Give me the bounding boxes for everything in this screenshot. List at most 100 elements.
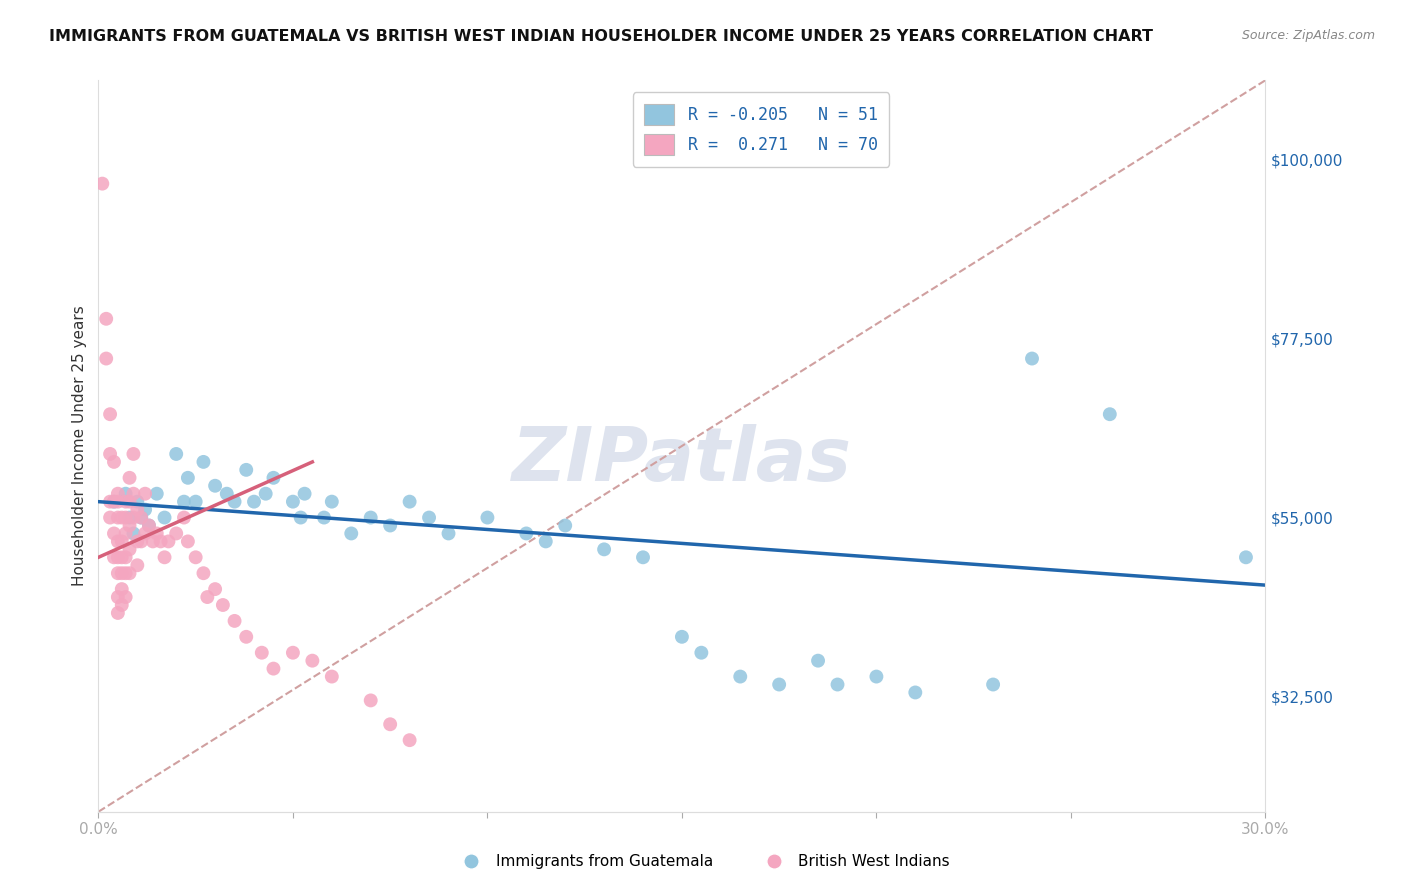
Point [127, 502, 149, 516]
Point [114, 526, 136, 541]
Point [111, 598, 134, 612]
Point [235, 463, 257, 477]
Point [118, 566, 141, 581]
Point [165, 526, 187, 541]
Point [380, 518, 402, 533]
Point [173, 510, 195, 524]
Point [107, 606, 129, 620]
Point [157, 534, 180, 549]
Point [235, 630, 257, 644]
Point [477, 510, 499, 524]
Point [418, 510, 440, 524]
Point [195, 590, 218, 604]
Point [111, 510, 134, 524]
Point [107, 510, 129, 524]
Point [184, 494, 207, 508]
Point [107, 494, 129, 508]
Point [153, 550, 176, 565]
Point [534, 534, 557, 549]
Point [146, 526, 169, 541]
Point [768, 677, 790, 691]
Point [114, 566, 136, 581]
Point [127, 494, 149, 508]
Point [593, 542, 616, 557]
Point [98, 494, 121, 508]
Point [107, 534, 129, 549]
Point [118, 542, 141, 557]
Point [149, 534, 172, 549]
Point [212, 598, 235, 612]
Point [165, 447, 187, 461]
Legend: Immigrants from Guatemala, British West Indians: Immigrants from Guatemala, British West … [450, 848, 956, 875]
Point [177, 534, 200, 549]
Point [224, 494, 246, 508]
Point [301, 654, 323, 668]
Point [122, 510, 145, 524]
Point [515, 526, 537, 541]
Point [111, 550, 134, 565]
Point [281, 646, 304, 660]
Point [118, 518, 141, 533]
Y-axis label: Householder Income Under 25 years: Householder Income Under 25 years [72, 306, 87, 586]
Point [127, 534, 149, 549]
Point [134, 502, 156, 516]
Point [111, 566, 134, 581]
Point [118, 510, 141, 524]
Point [134, 486, 156, 500]
Point [312, 510, 335, 524]
Point [807, 654, 830, 668]
Point [111, 534, 134, 549]
Point [114, 550, 136, 565]
Point [142, 534, 165, 549]
Point [107, 590, 129, 604]
Legend: R = -0.205   N = 51, R =  0.271   N = 70: R = -0.205 N = 51, R = 0.271 N = 70 [633, 92, 890, 167]
Point [671, 630, 693, 644]
Point [321, 669, 343, 683]
Point [114, 510, 136, 524]
Point [215, 486, 238, 500]
Point [103, 494, 125, 508]
Point [1234, 550, 1257, 565]
Point [250, 646, 273, 660]
Point [631, 550, 654, 565]
Point [193, 455, 215, 469]
Point [360, 510, 382, 524]
Point [360, 693, 382, 707]
Point [107, 566, 129, 581]
Point [96, 351, 118, 366]
Text: Source: ZipAtlas.com: Source: ZipAtlas.com [1241, 29, 1375, 42]
Point [1098, 407, 1121, 421]
Point [103, 550, 125, 565]
Point [1021, 351, 1043, 366]
Point [281, 494, 304, 508]
Point [690, 646, 713, 660]
Point [153, 510, 176, 524]
Point [184, 550, 207, 565]
Point [138, 518, 160, 533]
Point [96, 311, 118, 326]
Point [437, 526, 460, 541]
Point [380, 717, 402, 731]
Point [193, 566, 215, 581]
Point [114, 590, 136, 604]
Point [107, 486, 129, 500]
Point [129, 534, 152, 549]
Point [103, 455, 125, 469]
Point [103, 494, 125, 508]
Text: IMMIGRANTS FROM GUATEMALA VS BRITISH WEST INDIAN HOUSEHOLDER INCOME UNDER 25 YEA: IMMIGRANTS FROM GUATEMALA VS BRITISH WES… [49, 29, 1153, 44]
Point [254, 486, 277, 500]
Point [122, 447, 145, 461]
Point [134, 526, 156, 541]
Point [204, 582, 226, 596]
Point [91, 177, 114, 191]
Point [243, 494, 266, 508]
Point [398, 733, 420, 747]
Point [129, 510, 152, 524]
Point [146, 486, 169, 500]
Point [321, 494, 343, 508]
Point [262, 662, 284, 676]
Point [340, 526, 363, 541]
Point [554, 518, 576, 533]
Point [118, 494, 141, 508]
Point [294, 486, 316, 500]
